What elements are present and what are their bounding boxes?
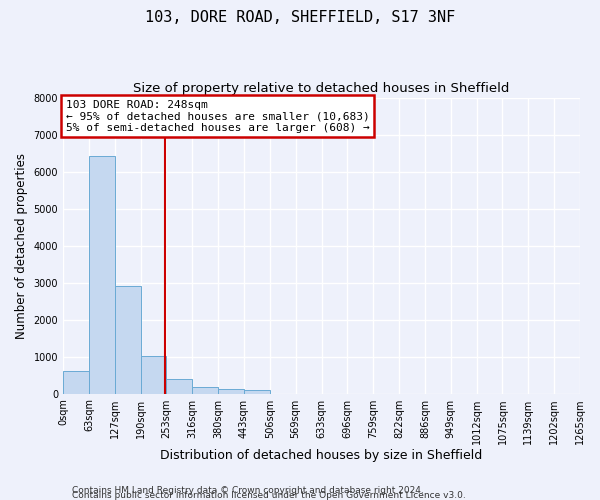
- Bar: [140, 356, 166, 394]
- Text: 103, DORE ROAD, SHEFFIELD, S17 3NF: 103, DORE ROAD, SHEFFIELD, S17 3NF: [145, 10, 455, 25]
- Bar: [63, 370, 89, 394]
- Bar: [244, 390, 270, 394]
- Title: Size of property relative to detached houses in Sheffield: Size of property relative to detached ho…: [133, 82, 510, 96]
- Y-axis label: Number of detached properties: Number of detached properties: [15, 153, 28, 339]
- Bar: [115, 286, 140, 394]
- Text: Contains public sector information licensed under the Open Government Licence v3: Contains public sector information licen…: [72, 491, 480, 500]
- Text: Contains HM Land Registry data © Crown copyright and database right 2024.: Contains HM Land Registry data © Crown c…: [72, 486, 424, 495]
- Bar: [89, 156, 115, 394]
- Text: 103 DORE ROAD: 248sqm
← 95% of detached houses are smaller (10,683)
5% of semi-d: 103 DORE ROAD: 248sqm ← 95% of detached …: [65, 100, 370, 132]
- Bar: [166, 379, 192, 394]
- Bar: [218, 389, 244, 394]
- Bar: [192, 387, 218, 394]
- X-axis label: Distribution of detached houses by size in Sheffield: Distribution of detached houses by size …: [160, 450, 482, 462]
